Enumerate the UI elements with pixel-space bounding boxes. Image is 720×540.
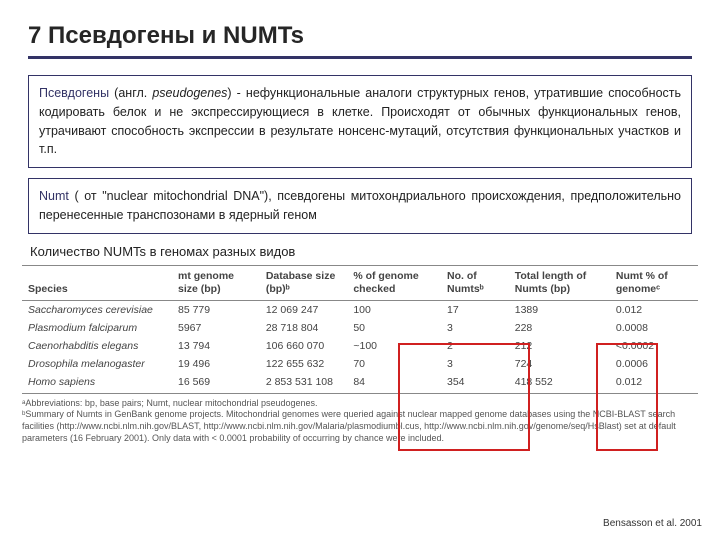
table-cell: 0.0006: [610, 355, 698, 373]
table-header-cell: Total length of Numts (bp): [509, 265, 610, 300]
table-cell: 28 718 804: [260, 319, 348, 337]
table-header-row: Speciesmt genome size (bp)Database size …: [22, 265, 698, 300]
table-cell: 12 069 247: [260, 300, 348, 319]
table-cell: 100: [347, 300, 441, 319]
table-cell: 13 794: [172, 337, 260, 355]
def1-ital: pseudogenes: [152, 86, 227, 100]
table-header-cell: % of genome checked: [347, 265, 441, 300]
table-cell: 724: [509, 355, 610, 373]
table-cell: Saccharomyces cerevisiae: [22, 300, 172, 319]
table-cell: 5967: [172, 319, 260, 337]
table-row: Drosophila melanogaster19 496122 655 632…: [22, 355, 698, 373]
table-row: Saccharomyces cerevisiae85 77912 069 247…: [22, 300, 698, 319]
table-cell: 228: [509, 319, 610, 337]
term-numt: Numt: [39, 189, 69, 203]
def1-paren: (англ.: [114, 86, 152, 100]
table-cell: 2: [441, 337, 509, 355]
table-cell: 0.012: [610, 300, 698, 319]
footnote-line: ᵃAbbreviations: bp, base pairs; Numt, nu…: [22, 398, 698, 410]
table-cell: ~100: [347, 337, 441, 355]
table-cell: 1389: [509, 300, 610, 319]
table-row: Homo sapiens16 5692 853 531 10884354418 …: [22, 373, 698, 394]
table-header-cell: No. of Numtsᵇ: [441, 265, 509, 300]
table-cell: 0.012: [610, 373, 698, 394]
table-cell: 212: [509, 337, 610, 355]
table-row: Caenorhabditis elegans13 794106 660 070~…: [22, 337, 698, 355]
table-cell: 106 660 070: [260, 337, 348, 355]
table-footnotes: ᵃAbbreviations: bp, base pairs; Numt, nu…: [22, 398, 698, 445]
footnote-line: ᵇSummary of Numts in GenBank genome proj…: [22, 409, 698, 444]
term-pseudogene: Псевдогены: [39, 86, 109, 100]
table-cell: <0.0002: [610, 337, 698, 355]
table-cell: Caenorhabditis elegans: [22, 337, 172, 355]
table-cell: Plasmodium falciparum: [22, 319, 172, 337]
definition-pseudogene: Псевдогены (англ. pseudogenes) - нефункц…: [28, 75, 692, 168]
table-header-cell: mt genome size (bp): [172, 265, 260, 300]
table-cell: Drosophila melanogaster: [22, 355, 172, 373]
table-row: Plasmodium falciparum596728 718 80450322…: [22, 319, 698, 337]
table-cell: 85 779: [172, 300, 260, 319]
numt-table: Speciesmt genome size (bp)Database size …: [22, 265, 698, 394]
table-cell: 122 655 632: [260, 355, 348, 373]
table-header-cell: Species: [22, 265, 172, 300]
table-cell: 50: [347, 319, 441, 337]
table-cell: 19 496: [172, 355, 260, 373]
table-cell: 84: [347, 373, 441, 394]
definition-numt: Numt ( от "nuclear mitochondrial DNA"), …: [28, 178, 692, 234]
table-header-cell: Numt % of genomeᶜ: [610, 265, 698, 300]
table-cell: 418 552: [509, 373, 610, 394]
table-cell: 354: [441, 373, 509, 394]
def2-rest: ( от "nuclear mitochondrial DNA"), псевд…: [39, 189, 681, 222]
slide-title: 7 Псевдогены и NUMTs: [28, 22, 692, 59]
table-cell: 16 569: [172, 373, 260, 394]
table-cell: 0.0008: [610, 319, 698, 337]
table-caption: Количество NUMTs в геномах разных видов: [30, 244, 692, 259]
citation: Bensasson et al. 2001: [603, 518, 702, 530]
table-cell: 70: [347, 355, 441, 373]
table-cell: 2 853 531 108: [260, 373, 348, 394]
table-cell: 3: [441, 319, 509, 337]
table-header-cell: Database size (bp)ᵇ: [260, 265, 348, 300]
table-cell: Homo sapiens: [22, 373, 172, 394]
table-cell: 17: [441, 300, 509, 319]
numt-table-wrap: Speciesmt genome size (bp)Database size …: [22, 265, 698, 445]
table-cell: 3: [441, 355, 509, 373]
